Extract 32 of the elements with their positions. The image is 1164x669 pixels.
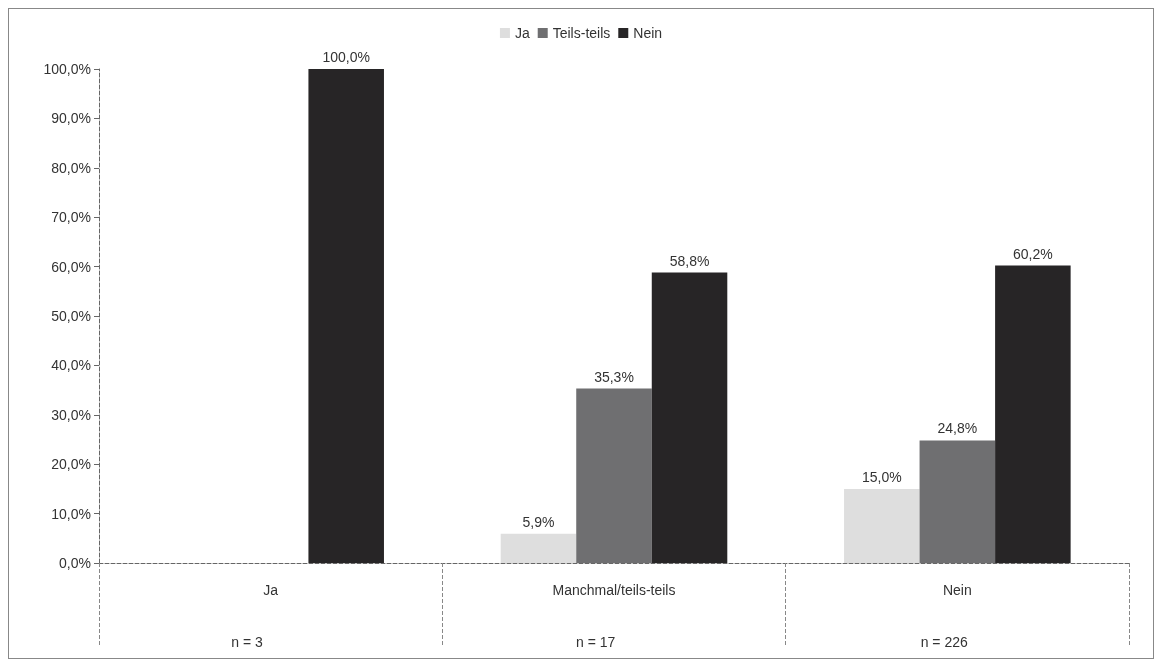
data-label: 35,3% [594, 368, 634, 385]
legend-label: Ja [514, 25, 530, 41]
bar [651, 272, 728, 563]
y-tick-label: 60,0% [51, 258, 91, 275]
x-tick-label: Nein [942, 582, 972, 598]
data-label: 58,8% [669, 252, 710, 269]
bar [844, 488, 920, 563]
x-tick-label: Ja [263, 582, 279, 598]
text: n = 3 [231, 634, 264, 650]
bar [995, 265, 1071, 563]
y-tick-label: 40,0% [51, 357, 91, 374]
data-label: 15,0% [861, 468, 902, 485]
y-tick-label: 30,0% [51, 406, 91, 423]
data-label: 60,2% [1013, 245, 1053, 262]
legend-label: Nein [633, 25, 663, 41]
y-tick-label: 10,0% [51, 505, 91, 522]
data-label: 5,9% [522, 513, 555, 530]
y-tick-label: 50,0% [51, 308, 91, 324]
bar [500, 533, 577, 563]
y-tick-label: 0,0% [59, 555, 91, 571]
data-label: 100,0% [322, 49, 370, 65]
x-tick-label: Manchmal/teils-teils [552, 582, 676, 598]
bar [308, 69, 384, 563]
y-tick-label: 80,0% [51, 159, 91, 176]
y-tick-label: 20,0% [51, 456, 91, 473]
text: n = 17 [576, 634, 616, 650]
legend-label: Teils-teils [552, 25, 611, 41]
y-tick-label: 90,0% [51, 110, 91, 127]
text: n = 226 [920, 634, 968, 650]
data-label: 24,8% [937, 420, 978, 437]
y-tick-label: 70,0% [51, 209, 91, 226]
y-tick-label: 100,0% [43, 61, 91, 77]
